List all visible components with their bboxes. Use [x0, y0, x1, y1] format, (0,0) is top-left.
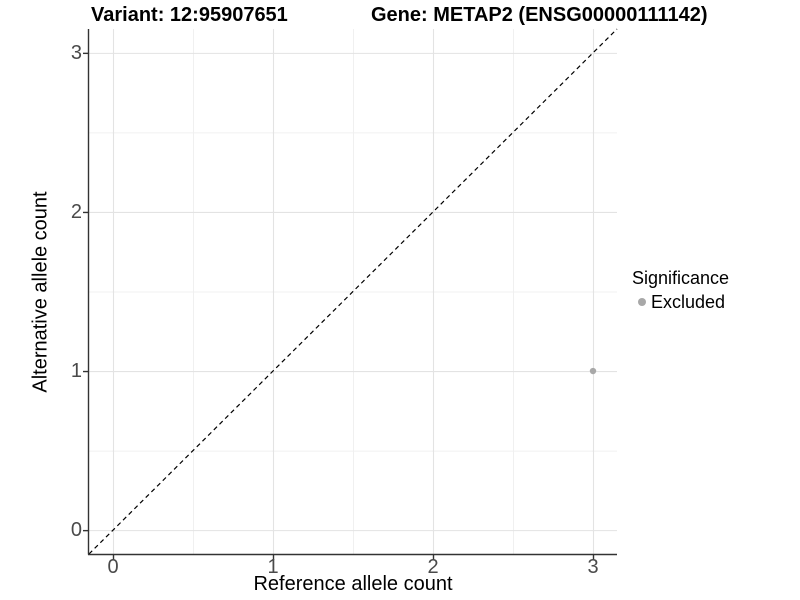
y-tick-label: 2: [70, 200, 82, 223]
legend: Significance Excluded: [632, 267, 729, 313]
legend-point-icon: [638, 298, 646, 306]
x-tick-label: 3: [587, 556, 599, 578]
y-axis-title: Alternative allele count: [29, 191, 52, 393]
x-axis-title: Reference allele count: [253, 573, 453, 595]
legend-item-excluded: Excluded: [632, 291, 729, 313]
y-tick-label: 3: [70, 41, 82, 64]
identity-line: [88, 28, 618, 555]
data-point: [589, 367, 597, 375]
y-tick-label: 1: [70, 360, 82, 383]
x-tick-label: 1: [267, 556, 279, 578]
y-tick-label: 0: [70, 519, 82, 542]
plot-title-gene: Gene: METAP2 (ENSG00000111142): [371, 4, 708, 26]
x-tick-label: 2: [427, 556, 439, 578]
legend-item-label: Excluded: [651, 292, 726, 312]
plot-title-variant: Variant: 12:95907651: [91, 4, 288, 26]
legend-title: Significance: [632, 268, 730, 288]
x-tick-label: 0: [107, 556, 119, 578]
